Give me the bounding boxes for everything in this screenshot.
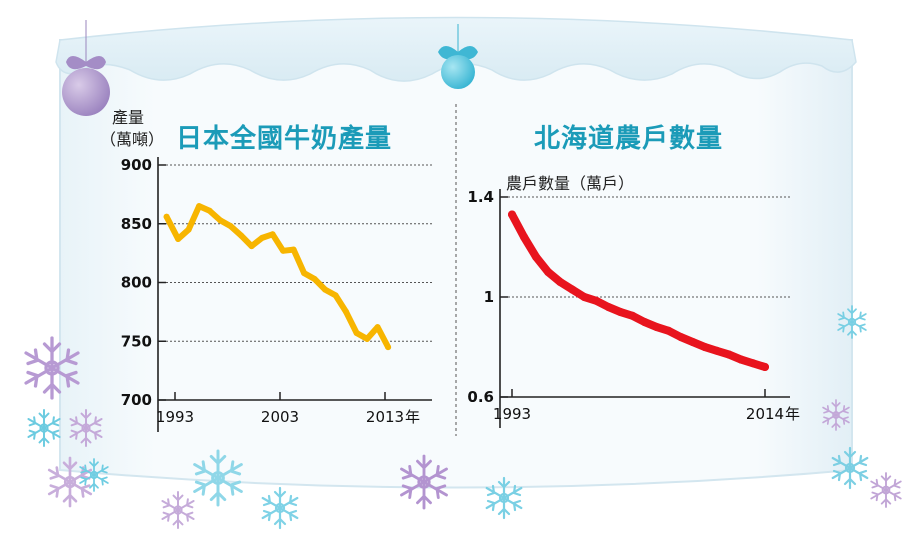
data-point (280, 247, 287, 254)
ornament-cyan-icon (438, 24, 478, 89)
year-suffix: 年 (785, 405, 800, 423)
data-point (163, 213, 170, 220)
data-point (322, 286, 329, 293)
y-tick-label: 700 (121, 391, 152, 409)
data-point (196, 203, 203, 210)
data-point (185, 226, 192, 233)
x-tick-label: 1993 (493, 405, 531, 423)
data-point (353, 330, 360, 336)
milk-chart-title: 日本全國牛奶產量 (176, 124, 393, 154)
x-tick-label: 1993 (156, 408, 194, 426)
data-point (301, 270, 308, 277)
data-point (544, 268, 553, 276)
data-point (580, 293, 589, 301)
data-point (374, 324, 381, 331)
farm-chart-title: 北海道農戶數量 (534, 124, 724, 154)
y-tick-label: 1 (484, 288, 494, 306)
year-suffix: 年 (405, 408, 420, 426)
data-point (604, 303, 613, 311)
data-point (640, 318, 649, 326)
y-tick-label: 0.6 (467, 388, 494, 406)
data-point (736, 355, 745, 364)
data-point (700, 343, 709, 351)
data-point (238, 232, 245, 239)
milk-unit-line1: 產量 (112, 108, 145, 127)
data-point (364, 335, 371, 342)
data-point (556, 278, 565, 286)
data-point (568, 285, 577, 294)
cake-decoration (55, 16, 857, 489)
data-point (532, 253, 541, 261)
x-tick-label: 2003 (261, 408, 299, 426)
data-point (761, 363, 769, 371)
data-point (269, 231, 276, 238)
data-point (332, 292, 339, 299)
data-point (724, 350, 733, 359)
data-point (385, 344, 392, 351)
data-point (628, 311, 637, 320)
data-point (206, 207, 213, 214)
y-tick-label: 800 (121, 274, 152, 292)
data-point (311, 276, 318, 282)
x-tick-label: 2014 (746, 405, 784, 423)
y-tick-label: 750 (121, 332, 152, 350)
data-point (508, 210, 516, 219)
data-point (652, 323, 661, 331)
x-tick-label: 2013 (366, 408, 404, 426)
data-point (616, 308, 625, 316)
y-tick-label: 850 (121, 215, 152, 233)
ornament-purple-icon (62, 20, 110, 116)
data-point (712, 346, 721, 355)
data-point (227, 223, 234, 230)
data-point (664, 326, 673, 335)
data-point (688, 338, 697, 346)
y-tick-label: 1.4 (467, 188, 494, 206)
y-tick-label: 900 (121, 156, 152, 174)
data-point (676, 333, 685, 341)
series-line (508, 210, 769, 371)
data-point (343, 308, 350, 315)
milk-unit-line2: （萬噸） (100, 130, 165, 149)
data-point (259, 234, 266, 241)
farm-unit-label: 農戶數量（萬戶） (506, 174, 635, 193)
data-point (175, 236, 182, 242)
data-point (520, 233, 528, 241)
series-line (163, 203, 392, 351)
data-point (217, 217, 224, 224)
data-point (248, 243, 255, 250)
data-point (592, 296, 601, 305)
data-point (290, 246, 297, 253)
data-point (749, 359, 757, 368)
